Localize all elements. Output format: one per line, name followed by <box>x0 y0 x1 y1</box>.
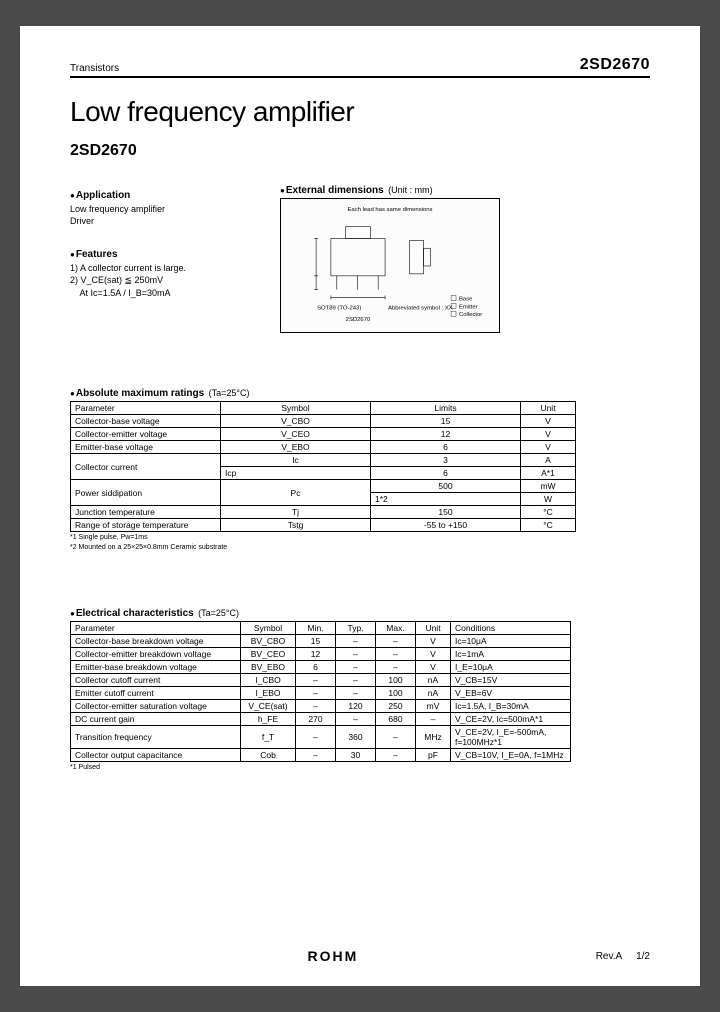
table-row: DC current gainh_FE270–680–V_CE=2V, Ic=5… <box>71 712 571 725</box>
dimensions-head: External dimensions (Unit : mm) <box>280 180 510 198</box>
pkg-label: SOT89 (TO-243) <box>317 305 361 311</box>
t2-col-2: Min. <box>296 621 336 634</box>
footer-right: Rev.A 1/2 <box>596 951 650 962</box>
abbrev-label: Abbreviated symbol : XX <box>388 305 453 311</box>
dim-part: 2SD2670 <box>346 317 371 323</box>
page-title: Low frequency amplifier <box>70 96 650 128</box>
application-head: Application <box>70 190 250 201</box>
t1-note-1: *2 Mounted on a 25×25×0.8mm Ceramic subs… <box>70 544 650 552</box>
t1-col-1: Symbol <box>221 402 371 415</box>
top-columns: Application Low frequency amplifier Driv… <box>70 180 650 333</box>
t2-head: Electrical characteristics <box>70 608 194 619</box>
t2-col-0: Parameter <box>71 621 241 634</box>
table-row: Emitter-base voltageV_EBO6V <box>71 441 576 454</box>
table-row: Transition frequencyf_T–360–MHzV_CE=2V, … <box>71 725 571 748</box>
table-row: Range of storage temperatureTstg-55 to +… <box>71 519 576 532</box>
t1-col-2: Limits <box>371 402 521 415</box>
package-outline-icon: Each lead has same dimensions <box>281 199 499 332</box>
table-row: Emitter-base breakdown voltageBV_EBO6––V… <box>71 660 571 673</box>
t1-col-0: Parameter <box>71 402 221 415</box>
dim-unit: (Unit : mm) <box>388 185 433 195</box>
table-row: Emitter cutoff currentI_EBO––100nAV_EB=6… <box>71 686 571 699</box>
table-row: Parameter Symbol Min. Typ. Max. Unit Con… <box>71 621 571 634</box>
category-label: Transistors <box>70 63 119 74</box>
table-row: Collector output capacitanceCob–30–pFV_C… <box>71 748 571 761</box>
t1-head: Absolute maximum ratings <box>70 388 204 399</box>
part-number-top: 2SD2670 <box>580 56 650 74</box>
abs-max-section: Absolute maximum ratings (Ta=25°C) Param… <box>70 383 650 553</box>
table-row: Collector-emitter saturation voltageV_CE… <box>71 699 571 712</box>
dim-head-label: External dimensions <box>280 185 384 196</box>
right-column: External dimensions (Unit : mm) Each lea… <box>280 180 510 333</box>
t1-col-3: Unit <box>521 402 576 415</box>
t2-col-4: Max. <box>376 621 416 634</box>
svg-text:Collector: Collector <box>459 312 482 318</box>
t2-col-5: Unit <box>416 621 451 634</box>
elec-char-table: Parameter Symbol Min. Typ. Max. Unit Con… <box>70 621 571 762</box>
features-line-0: 1) A collector current is large. <box>70 262 250 274</box>
t2-col-3: Typ. <box>336 621 376 634</box>
t2-note-0: *1 Pulsed <box>70 764 650 772</box>
page-number: 1/2 <box>636 951 650 962</box>
elec-char-head: Electrical characteristics (Ta=25°C) <box>70 603 650 621</box>
table-row: Collector currentIc3A <box>71 454 576 467</box>
table-row: Collector-base breakdown voltageBV_CBO15… <box>71 634 571 647</box>
abs-max-head: Absolute maximum ratings (Ta=25°C) <box>70 383 650 401</box>
t2-cond: (Ta=25°C) <box>198 608 239 618</box>
svg-text:Each lead has same dimensions: Each lead has same dimensions <box>347 207 432 213</box>
table-row: Junction temperatureTj150°C <box>71 506 576 519</box>
dimension-diagram: Each lead has same dimensions <box>280 198 500 333</box>
part-number: 2SD2670 <box>70 142 650 160</box>
table-row: Collector-emitter voltageV_CEO12V <box>71 428 576 441</box>
elec-char-section: Electrical characteristics (Ta=25°C) Par… <box>70 603 650 772</box>
datasheet-page: Transistors 2SD2670 Low frequency amplif… <box>20 26 700 986</box>
table-row: Parameter Symbol Limits Unit <box>71 402 576 415</box>
page-header: Transistors 2SD2670 <box>70 56 650 78</box>
t1-note-0: *1 Single pulse, Pw=1ms <box>70 534 650 542</box>
features-line-1: 2) V_CE(sat) ≦ 250mV <box>70 274 250 286</box>
t1-cond: (Ta=25°C) <box>209 388 250 398</box>
page-footer: ROHM Rev.A 1/2 <box>70 948 650 964</box>
svg-text:Base: Base <box>459 296 473 302</box>
table-row: Collector-emitter breakdown voltageBV_CE… <box>71 647 571 660</box>
abs-max-table: Parameter Symbol Limits Unit Collector-b… <box>70 401 576 532</box>
rohm-logo: ROHM <box>307 948 358 964</box>
table-row: Power siddipationPc500mW <box>71 480 576 493</box>
t2-col-1: Symbol <box>241 621 296 634</box>
table-row: Collector cutoff currentI_CBO––100nAV_CB… <box>71 673 571 686</box>
features-line-2: At Ic=1.5A / I_B=30mA <box>70 287 250 299</box>
left-column: Application Low frequency amplifier Driv… <box>70 180 250 333</box>
svg-text:Emitter: Emitter <box>459 304 478 310</box>
application-line-0: Low frequency amplifier <box>70 203 250 215</box>
features-head: Features <box>70 249 250 260</box>
table-row: Collector-base voltageV_CBO15V <box>71 415 576 428</box>
revision-label: Rev.A <box>596 951 623 962</box>
application-line-1: Driver <box>70 215 250 227</box>
t2-col-6: Conditions <box>451 621 571 634</box>
